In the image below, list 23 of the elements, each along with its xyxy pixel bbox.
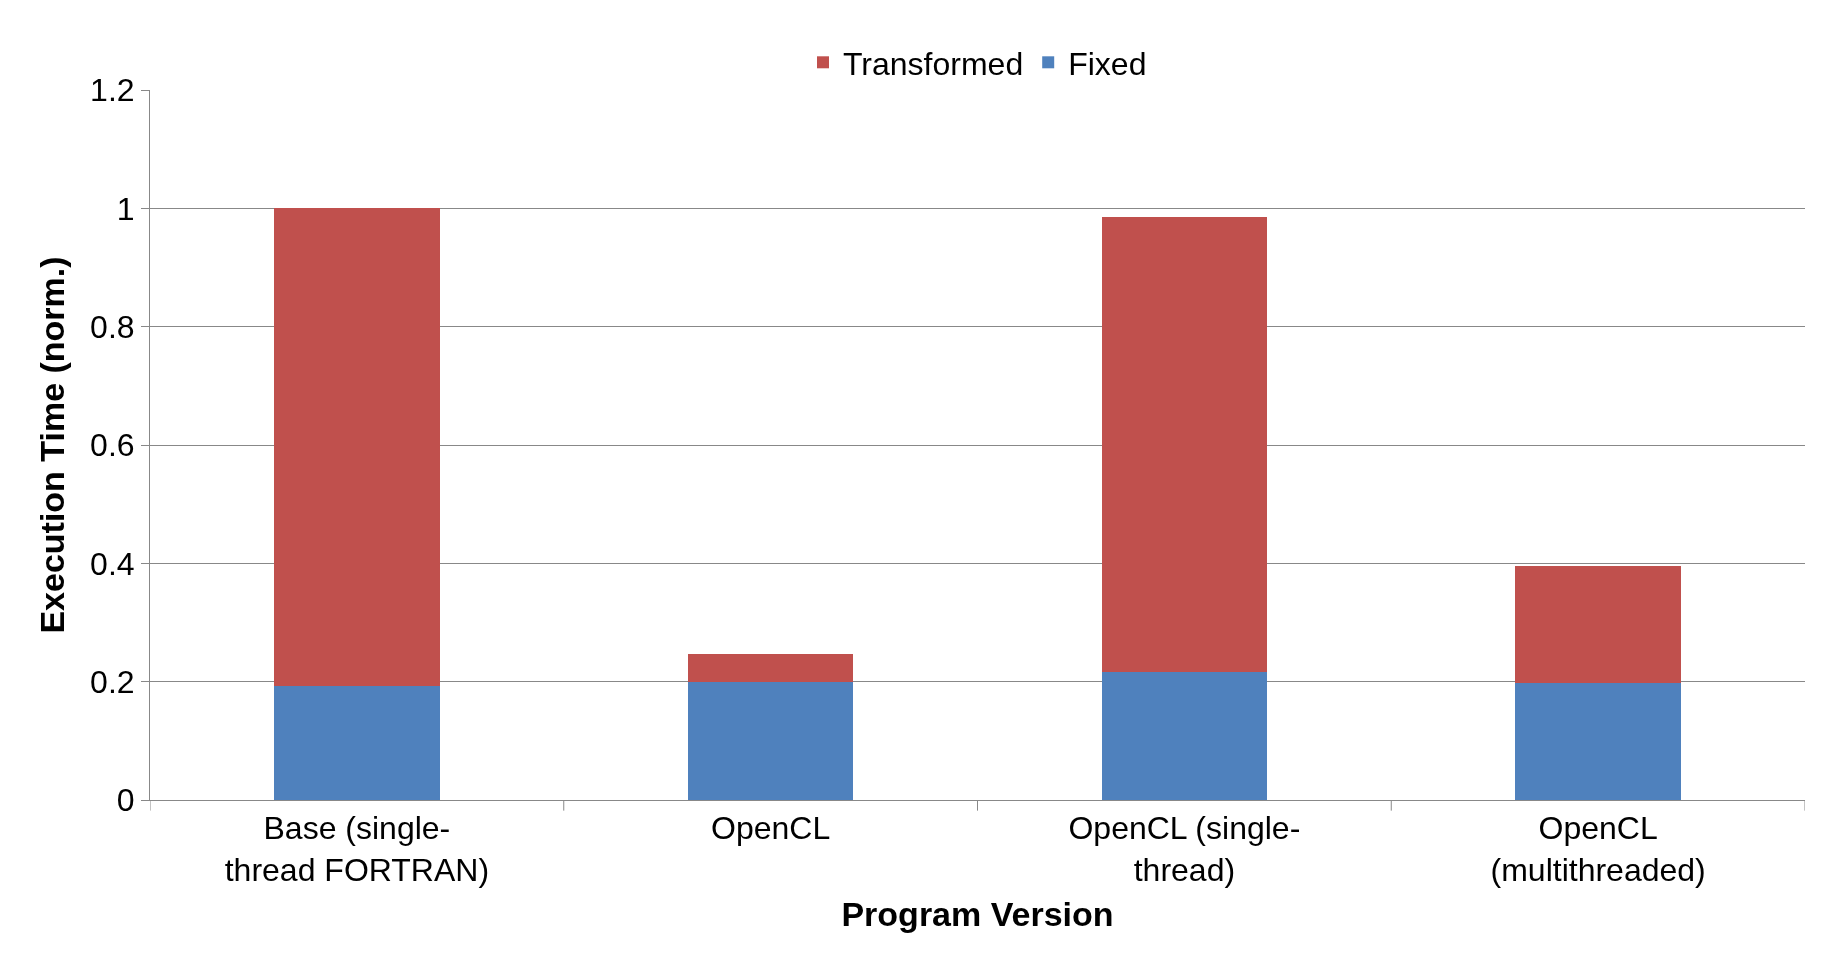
bar [687,681,854,800]
bar [1515,683,1681,800]
bar [1101,216,1268,673]
bar [687,653,854,682]
x-tick-label: OpenCL (single-thread) [1068,810,1301,888]
y-tick-label: 0.4 [90,545,135,582]
y-axis-title: Execution Time (norm.) [32,256,71,634]
bar [274,685,440,800]
y-tick-label: 0.8 [90,308,135,345]
y-tick-label: 0.6 [90,427,135,464]
legend-label: Transformed [843,45,1024,82]
y-tick-label: 1.2 [90,72,135,109]
x-tick-label: Base (single-thread FORTRAN) [224,810,490,888]
legend-label: Fixed [1068,45,1147,82]
y-tick-label: 1 [116,190,135,227]
x-tick-label: OpenCL [711,810,831,847]
x-tick-label: OpenCL (multithreaded) [1490,810,1706,888]
x-axis-title: Program Version [841,895,1114,934]
bar [1515,565,1681,684]
y-tick-label: 0 [116,782,135,819]
bar [274,208,440,686]
bar [1101,672,1268,800]
y-tick-label: 0.2 [90,663,135,700]
